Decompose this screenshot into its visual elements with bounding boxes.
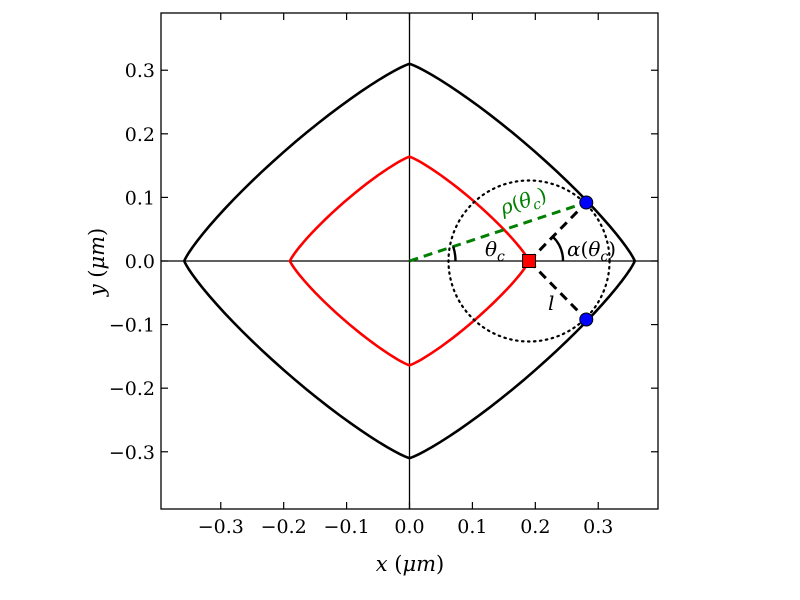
intersection-point-lower [579,312,594,327]
inner-boundary-curve [288,155,531,367]
y-axis-label: y (μm) [85,228,109,298]
rho-dashed-line [409,201,587,263]
x-tick-label: 0.0 [394,516,424,538]
x-tick-label: −0.3 [198,516,244,538]
alpha-angle-arc [551,235,565,262]
x-tick-label: 0.2 [520,516,550,538]
y-tick-label: 0.2 [125,124,155,146]
x-tick-label: −0.1 [324,516,370,538]
x-axis-label: x (μm) [376,552,445,576]
x-tick-label: 0.1 [457,516,487,538]
l-dashed-line-upper [527,201,588,263]
x-tick-label: 0.3 [583,516,613,538]
y-tick-label: 0.1 [125,187,155,209]
theta-angle-arc [452,246,457,262]
y-tick-label: 0.0 [125,251,155,273]
y-tick-label: 0.3 [125,60,155,82]
y-tick-label: −0.1 [109,315,155,337]
x-tick-label: −0.2 [261,516,307,538]
theta-c-label: θc [485,237,505,265]
center-square-marker [522,254,537,268]
plot-frame [160,12,659,510]
dotted-circle [447,179,611,343]
y-axis-ticks: −0.3 −0.2 −0.1 0.0 0.1 0.2 0.3 [109,60,658,464]
alpha-label: α(θc) [567,237,616,265]
intersection-point-upper [579,195,594,210]
x-axis-ticks: −0.3 −0.2 −0.1 0.0 0.1 0.2 0.3 [198,13,613,538]
l-dashed-line-lower [527,259,588,321]
l-label: l [548,291,554,315]
y-tick-label: −0.3 [109,442,155,464]
outer-boundary-curve [182,62,637,460]
y-tick-label: −0.2 [109,378,155,400]
